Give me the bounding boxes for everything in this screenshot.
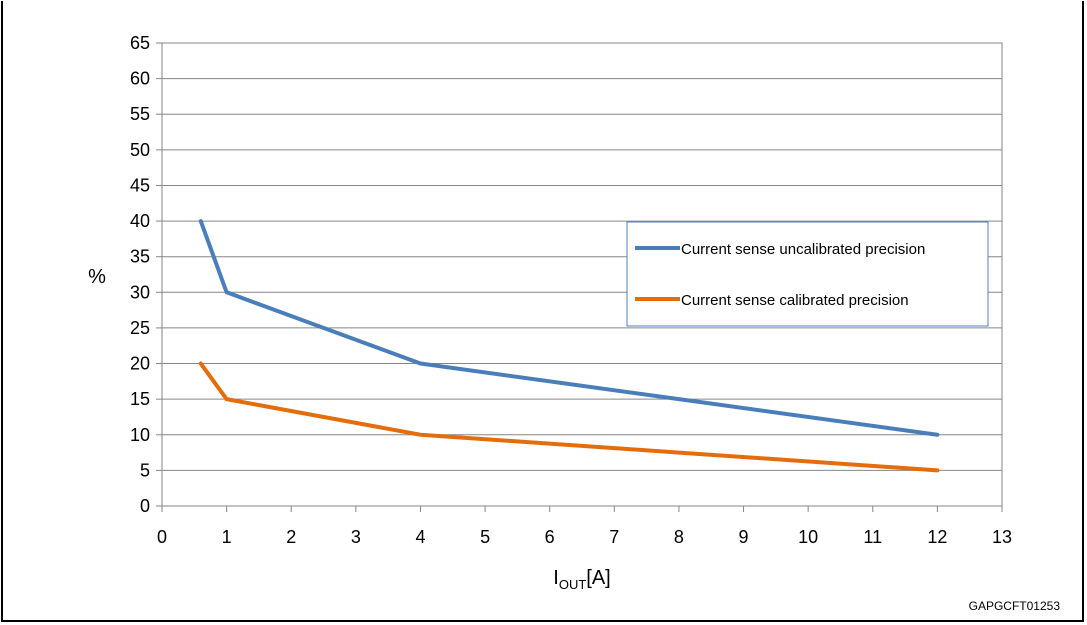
y-tick-label: 25 [130, 318, 150, 338]
grid [162, 42, 1002, 507]
y-tick-label: 20 [130, 354, 150, 374]
x-tick-label: 1 [222, 527, 232, 547]
y-tick-label: 60 [130, 69, 150, 89]
y-tick-label: 15 [130, 389, 150, 409]
series-line-1 [198, 361, 940, 473]
x-axis-label-sub: OUT [559, 577, 587, 592]
y-tick-label: 0 [140, 496, 150, 516]
x-tick-label: 9 [739, 527, 749, 547]
plot-area [161, 42, 1003, 507]
x-tick-label: 13 [992, 527, 1012, 547]
y-tick-label: 55 [130, 104, 150, 124]
y-tick-label: 40 [130, 211, 150, 231]
y-tick-label: 35 [130, 247, 150, 267]
legend: Current sense uncalibrated precision Cur… [626, 221, 989, 327]
x-tick-label: 2 [286, 527, 296, 547]
y-tick-label: 10 [130, 425, 150, 445]
series-line-0 [198, 219, 940, 437]
x-tick-label: 10 [798, 527, 818, 547]
x-axis-label-main: I [553, 567, 559, 589]
x-tick-label: 6 [545, 527, 555, 547]
x-tick-label: 8 [674, 527, 684, 547]
x-tick-label: 5 [480, 527, 490, 547]
y-tick-label: 30 [130, 282, 150, 302]
y-axis-ticks: 0 5 10 15 20 25 30 35 40 45 50 55 60 65 [130, 33, 162, 516]
y-axis-label: % [88, 266, 106, 288]
x-tick-label: 12 [927, 527, 947, 547]
y-tick-label: 45 [130, 175, 150, 195]
y-tick-label: 5 [140, 460, 150, 480]
x-tick-label: 7 [609, 527, 619, 547]
x-tick-label: 0 [157, 527, 167, 547]
series-layer [198, 219, 940, 473]
y-tick-label: 65 [130, 33, 150, 53]
x-tick-label: 11 [863, 527, 882, 547]
x-axis-label: IOUT[A] [553, 567, 610, 592]
legend-label-uncalibrated: Current sense uncalibrated precision [681, 241, 925, 258]
legend-label-calibrated: Current sense calibrated precision [681, 292, 909, 309]
x-axis-ticks: 0 1 2 3 4 5 6 7 8 9 10 11 12 13 [157, 506, 1012, 547]
x-axis-label-unit: [A] [586, 567, 610, 589]
x-tick-label: 3 [351, 527, 361, 547]
figure-code: GAPGCFT01253 [969, 599, 1061, 613]
legend-box [626, 221, 989, 327]
y-tick-label: 50 [130, 140, 150, 160]
x-tick-label: 4 [415, 527, 425, 547]
